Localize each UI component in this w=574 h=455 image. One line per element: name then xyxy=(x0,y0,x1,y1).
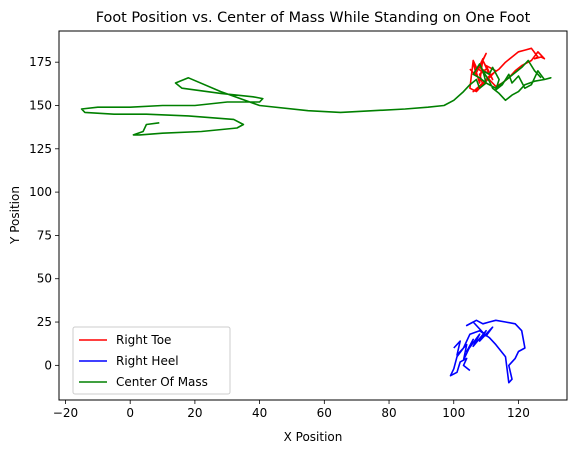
legend-box xyxy=(72,326,231,395)
series-line-center-of-mass xyxy=(80,59,552,136)
legend-label-center-of-mass: Center Of Mass xyxy=(116,375,208,389)
y-tick-label-5: 125 xyxy=(29,142,52,156)
chart-title: Foot Position vs. Center of Mass While S… xyxy=(96,10,531,26)
x-axis-label: X Position xyxy=(284,430,343,444)
y-tick-label-4: 100 xyxy=(29,185,52,199)
legend-label-right-toe: Right Toe xyxy=(116,333,171,347)
series-layer xyxy=(80,47,552,384)
x-tick-label-5: 80 xyxy=(381,406,396,420)
series-line-right-heel xyxy=(449,319,526,384)
x-tick-label-7: 120 xyxy=(507,406,530,420)
y-tick-label-7: 175 xyxy=(29,55,52,69)
x-tick-label-0: −20 xyxy=(53,406,78,420)
y-tick-label-6: 150 xyxy=(29,98,52,112)
x-tick-label-6: 100 xyxy=(442,406,465,420)
y-axis: 0 25 50 75 100 125 150 175 xyxy=(29,55,59,372)
y-tick-label-3: 75 xyxy=(37,228,52,242)
legend-label-right-heel: Right Heel xyxy=(116,354,179,368)
x-tick-label-1: 0 xyxy=(126,406,134,420)
legend: Right Toe Right Heel Center Of Mass xyxy=(72,326,231,395)
y-axis-label: Y Position xyxy=(8,186,22,245)
y-tick-label-2: 50 xyxy=(37,272,52,286)
x-tick-label-2: 20 xyxy=(187,406,202,420)
x-tick-label-4: 60 xyxy=(317,406,332,420)
y-tick-label-0: 0 xyxy=(44,358,52,372)
x-axis: −20 0 20 40 60 80 100 120 xyxy=(53,400,530,420)
y-tick-label-1: 25 xyxy=(37,315,52,329)
x-tick-label-3: 40 xyxy=(252,406,267,420)
